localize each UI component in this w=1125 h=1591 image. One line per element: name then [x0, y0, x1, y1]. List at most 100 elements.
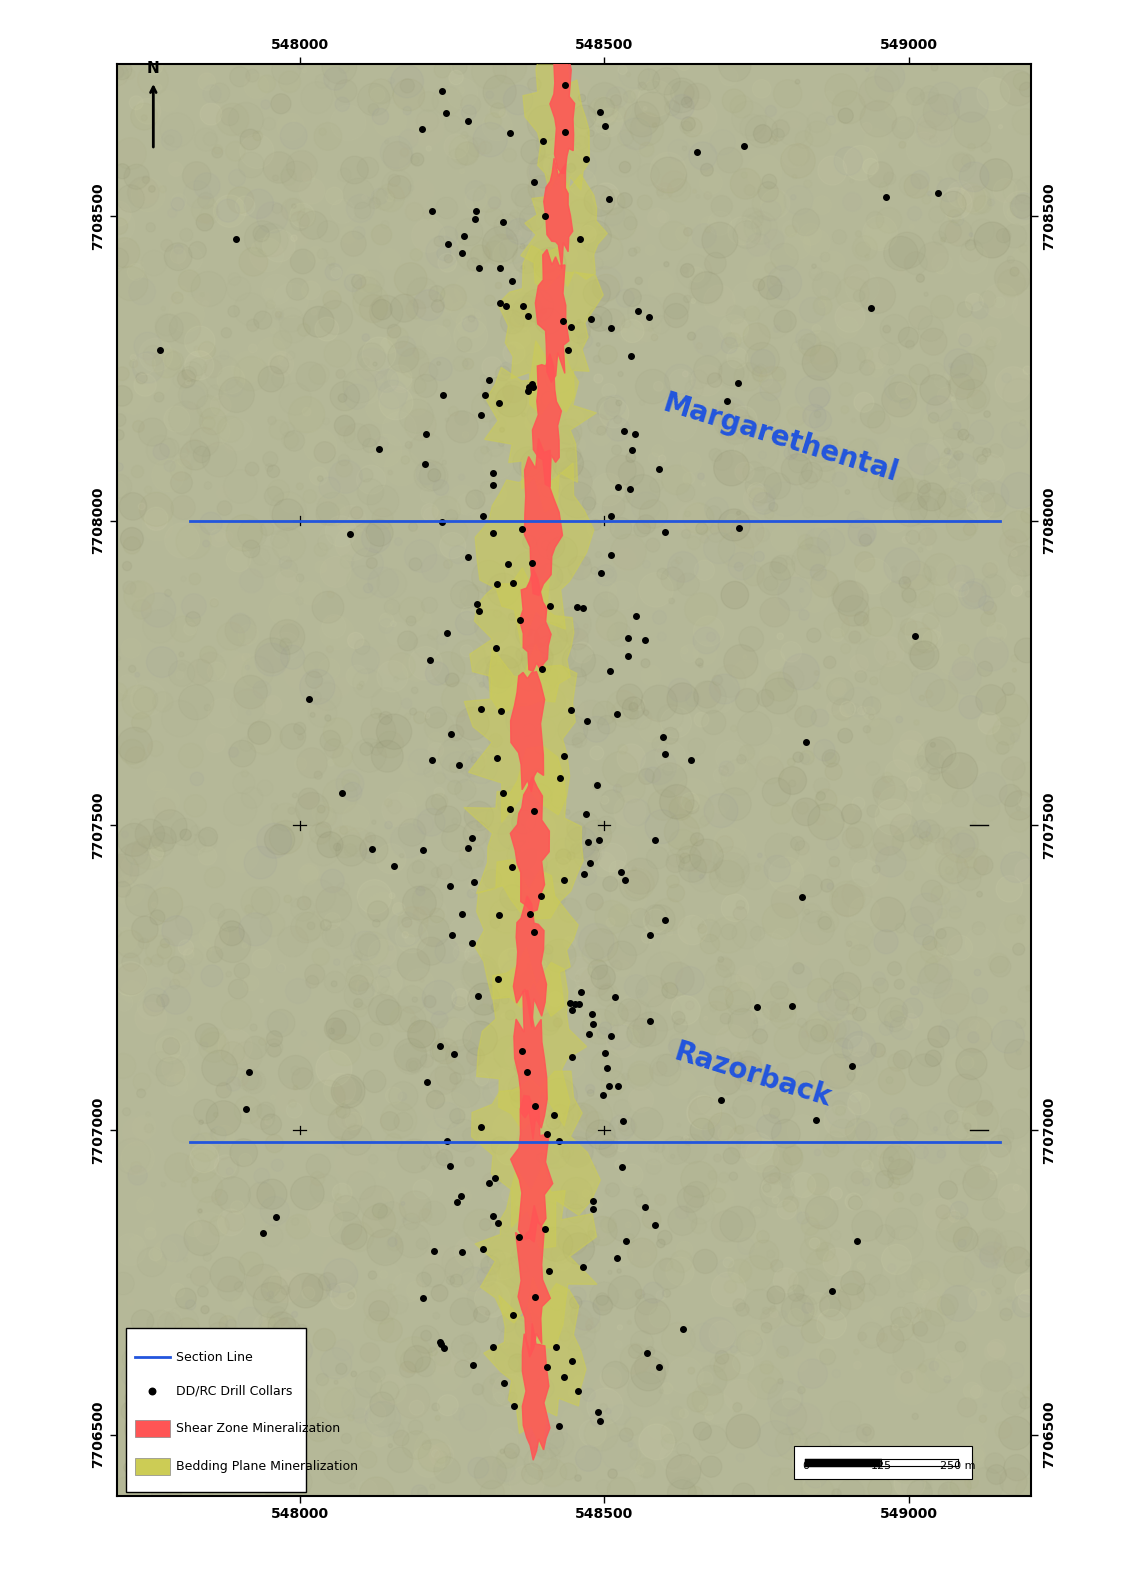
Circle shape [199, 407, 226, 434]
Circle shape [455, 1236, 485, 1268]
Circle shape [475, 1281, 511, 1317]
Circle shape [412, 998, 417, 1002]
Circle shape [969, 420, 993, 444]
Circle shape [397, 299, 403, 305]
Circle shape [576, 143, 580, 148]
Circle shape [336, 369, 345, 379]
Circle shape [920, 1453, 929, 1462]
Point [537, 202, 555, 228]
Circle shape [548, 993, 565, 1010]
Point [484, 460, 502, 485]
Circle shape [448, 725, 463, 741]
Circle shape [782, 1391, 801, 1410]
Circle shape [879, 998, 908, 1028]
Circle shape [827, 883, 834, 889]
Circle shape [785, 226, 796, 237]
Point [464, 826, 482, 851]
Circle shape [277, 113, 304, 140]
Circle shape [935, 1351, 963, 1379]
Point [583, 1002, 601, 1028]
Circle shape [614, 1341, 622, 1348]
Circle shape [417, 808, 446, 837]
Circle shape [504, 1443, 520, 1459]
Circle shape [452, 988, 470, 1007]
Circle shape [565, 810, 570, 815]
Circle shape [412, 1445, 446, 1478]
Circle shape [243, 1451, 266, 1475]
Point [450, 753, 468, 778]
Circle shape [758, 181, 778, 202]
Circle shape [969, 1020, 980, 1031]
Point [468, 590, 486, 616]
Circle shape [475, 609, 510, 644]
Bar [135, 1421, 170, 1437]
Circle shape [153, 810, 187, 843]
Circle shape [543, 945, 554, 955]
Circle shape [145, 936, 174, 964]
Circle shape [161, 1443, 195, 1478]
Point [546, 1103, 564, 1128]
Circle shape [596, 426, 606, 436]
Circle shape [792, 799, 820, 826]
Polygon shape [511, 671, 544, 792]
Circle shape [623, 288, 641, 307]
Circle shape [781, 641, 801, 662]
Circle shape [669, 94, 694, 119]
Circle shape [333, 1195, 359, 1222]
Circle shape [110, 480, 126, 496]
Circle shape [578, 226, 596, 243]
Circle shape [321, 920, 331, 931]
Circle shape [883, 325, 891, 333]
Circle shape [253, 130, 262, 140]
Circle shape [436, 1149, 452, 1166]
Circle shape [789, 1308, 804, 1324]
Circle shape [512, 1139, 548, 1174]
Circle shape [849, 632, 861, 643]
Circle shape [431, 1012, 448, 1028]
Circle shape [868, 363, 883, 377]
Circle shape [983, 410, 990, 417]
Circle shape [806, 1196, 838, 1228]
Circle shape [845, 1193, 862, 1211]
Circle shape [182, 162, 210, 189]
Circle shape [467, 889, 476, 897]
Circle shape [834, 972, 861, 1001]
Circle shape [302, 68, 306, 73]
Circle shape [245, 1265, 281, 1300]
Circle shape [777, 633, 783, 640]
Circle shape [644, 107, 647, 110]
Circle shape [480, 1481, 504, 1505]
Circle shape [948, 565, 974, 592]
Circle shape [238, 248, 268, 277]
Circle shape [408, 522, 417, 531]
Circle shape [718, 509, 750, 541]
Circle shape [1004, 162, 1008, 167]
Circle shape [703, 1394, 734, 1424]
Circle shape [649, 1306, 670, 1328]
Circle shape [956, 1048, 987, 1079]
Circle shape [699, 1405, 703, 1410]
Circle shape [520, 207, 544, 231]
Circle shape [109, 683, 127, 702]
Circle shape [324, 1018, 346, 1041]
Circle shape [359, 1476, 394, 1511]
Circle shape [150, 846, 163, 861]
Circle shape [808, 1174, 829, 1195]
Circle shape [800, 585, 828, 613]
Circle shape [964, 1123, 971, 1130]
Circle shape [693, 1422, 711, 1440]
Circle shape [971, 302, 989, 318]
Circle shape [845, 490, 849, 495]
Circle shape [217, 622, 244, 651]
Circle shape [164, 590, 171, 597]
Circle shape [171, 1433, 199, 1462]
Circle shape [112, 928, 137, 953]
Circle shape [349, 975, 368, 994]
Circle shape [115, 185, 146, 215]
Circle shape [889, 1157, 893, 1161]
Circle shape [597, 843, 627, 872]
Circle shape [372, 821, 376, 824]
Circle shape [498, 441, 504, 447]
Circle shape [586, 1152, 591, 1155]
Circle shape [432, 1403, 440, 1411]
